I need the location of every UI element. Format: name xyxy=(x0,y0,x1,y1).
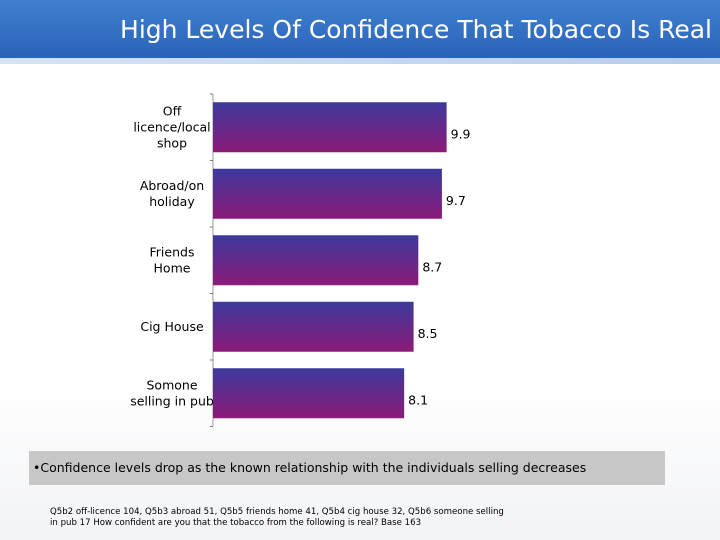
slide-title: High Levels Of Confidence That Tobacco I… xyxy=(120,15,712,44)
bar-chart: 9.9 Off licence/local shop 9.7 Abroad/on holid… xyxy=(130,93,471,427)
category-label: Somone selling in pub xyxy=(130,377,214,408)
category-label: Abroad/on holiday xyxy=(140,178,204,209)
category-label: Off licence/local shop xyxy=(133,103,210,150)
bar xyxy=(213,168,442,219)
title-underline xyxy=(0,58,720,64)
note-box: •Confidence levels drop as the known rel… xyxy=(29,451,665,485)
source-line: in pub 17 How confident are you that the… xyxy=(50,518,422,528)
category-label: Friends Home xyxy=(150,244,195,275)
value-label: 8.1 xyxy=(408,392,428,407)
value-label: 8.5 xyxy=(418,326,438,341)
source-note: Q5b2 off-licence 104, Q5b3 abroad 51, Q5… xyxy=(50,507,550,529)
bar xyxy=(213,368,405,419)
category-label: Cig House xyxy=(140,319,204,334)
key-finding-note: •Confidence levels drop as the known rel… xyxy=(33,460,587,475)
value-label: 9.7 xyxy=(446,193,466,208)
bar xyxy=(213,102,447,153)
value-label: 9.9 xyxy=(451,126,471,141)
source-line: Q5b2 off-licence 104, Q5b3 abroad 51, Q5… xyxy=(50,507,504,517)
bar xyxy=(213,301,414,352)
bar xyxy=(213,235,419,286)
title-bar: High Levels Of Confidence That Tobacco I… xyxy=(0,0,720,58)
value-label: 8.7 xyxy=(422,259,442,274)
